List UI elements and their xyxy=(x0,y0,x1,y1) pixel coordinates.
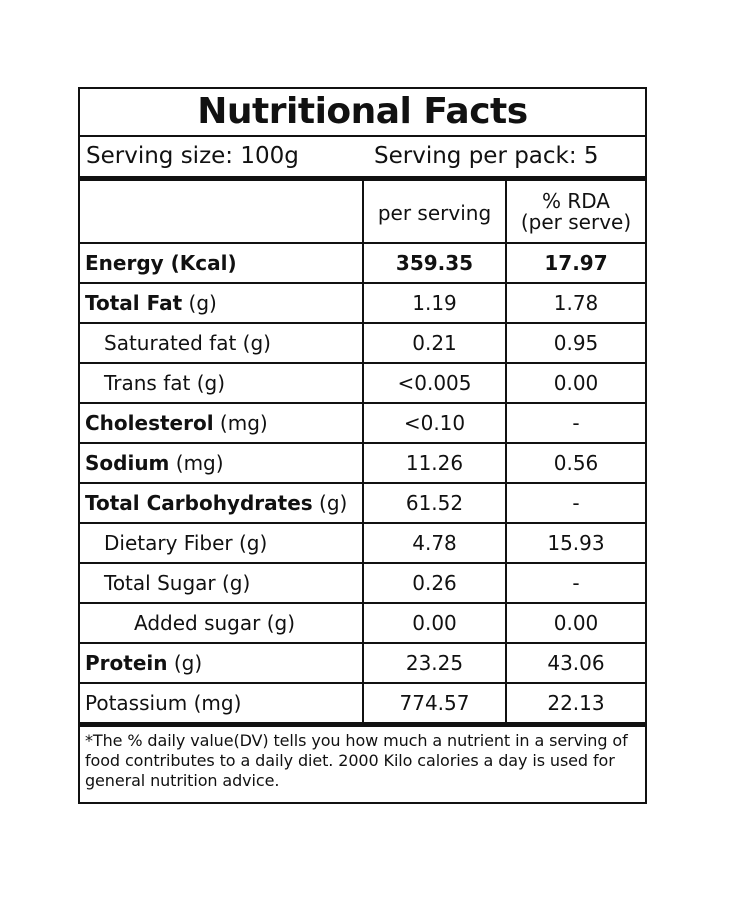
rda-value: 1.78 xyxy=(505,282,645,324)
rda-value: 22.13 xyxy=(505,682,645,727)
nutrient-name: Energy xyxy=(85,251,164,275)
nutrient-unit: (mg) xyxy=(213,411,268,435)
nutrient-unit: (g) xyxy=(182,291,217,315)
nutrient-name-cell: Energy (Kcal) xyxy=(80,242,364,284)
nutrient-name: Trans fat (g) xyxy=(104,371,226,395)
nutrient-name: Total Fat xyxy=(85,291,183,315)
rda-value: 0.95 xyxy=(505,322,645,364)
table-row: Cholesterol (mg) <0.10- xyxy=(80,402,645,444)
nutrient-name: Cholesterol xyxy=(85,411,214,435)
nutrient-name: Saturated fat (g) xyxy=(104,331,271,355)
table-row: Sodium (mg) 11.26 0.56 xyxy=(80,442,645,484)
table-row: Added sugar (g) 0.00 0.00 xyxy=(80,602,645,644)
table-row: Dietary Fiber (g) 4.78 15.93 xyxy=(80,522,645,564)
nutrient-name-cell: Dietary Fiber (g) xyxy=(80,522,364,564)
nutrient-name: Protein xyxy=(85,651,168,675)
panel-title: Nutritional Facts xyxy=(80,89,645,137)
header-rda-line2: (per serve) xyxy=(520,209,632,234)
nutrient-name-cell: Potassium (mg) xyxy=(80,682,364,727)
nutrient-name: Dietary Fiber (g) xyxy=(104,531,268,555)
nutrient-name-cell: Sodium (mg) xyxy=(80,442,364,484)
nutrient-unit: (mg) xyxy=(169,451,224,475)
per-serving-value: 0.21 xyxy=(362,322,507,364)
header-per-serving: per serving xyxy=(362,181,507,244)
rda-value: - xyxy=(505,402,645,444)
serving-per-pack: Serving per pack: 5 xyxy=(374,143,599,169)
header-blank-cell xyxy=(80,181,364,244)
table-header-row: per serving % RDA (per serve) xyxy=(80,181,645,244)
serving-size: Serving size: 100g xyxy=(86,143,299,169)
per-serving-value: 11.26 xyxy=(362,442,507,484)
nutrient-name: Potassium (mg) xyxy=(85,690,242,715)
rda-value: 0.00 xyxy=(505,602,645,644)
per-serving-value: 4.78 xyxy=(362,522,507,564)
per-serving-value: <0.005 xyxy=(362,362,507,404)
table-row: Saturated fat (g) 0.21 0.95 xyxy=(80,322,645,364)
nutrient-name: Sodium xyxy=(85,451,170,475)
per-serving-value: 61.52 xyxy=(362,482,507,524)
nutrient-name-cell: Total Sugar (g) xyxy=(80,562,364,604)
nutrient-unit: (g) xyxy=(312,491,348,515)
per-serving-value: 359.35 xyxy=(362,242,507,284)
nutrient-name-cell: Trans fat (g) xyxy=(80,362,364,404)
table-row: Total Sugar (g) 0.26- xyxy=(80,562,645,604)
footnote: *The % daily value(DV) tells you how muc… xyxy=(85,731,628,790)
table-row: Total Fat (g) 1.19 1.78 xyxy=(80,282,645,324)
per-serving-value: <0.10 xyxy=(362,402,507,444)
rda-value: 17.97 xyxy=(505,242,645,284)
nutrition-facts-panel: Nutritional Facts Serving size: 100g Ser… xyxy=(78,87,647,804)
header-rda: % RDA (per serve) xyxy=(505,181,645,244)
per-serving-value: 23.25 xyxy=(362,642,507,684)
nutrient-name: Added sugar (g) xyxy=(134,611,296,635)
nutrient-name-cell: Cholesterol (mg) xyxy=(80,402,364,444)
per-serving-value: 774.57 xyxy=(362,682,507,727)
rda-value: 15.93 xyxy=(505,522,645,564)
rda-value: 43.06 xyxy=(505,642,645,684)
table-row: Protein (g) 23.25 43.06 xyxy=(80,642,645,684)
nutrient-name-cell: Protein (g) xyxy=(80,642,364,684)
nutrient-name: Total Carbohydrates xyxy=(85,491,313,515)
per-serving-value: 0.00 xyxy=(362,602,507,644)
rda-value: - xyxy=(505,562,645,604)
nutrient-unit: (g) xyxy=(167,651,203,675)
rda-value: - xyxy=(505,482,645,524)
nutrient-name-cell: Added sugar (g) xyxy=(80,602,364,644)
nutrient-name-cell: Total Carbohydrates (g) xyxy=(80,482,364,524)
nutrient-name: Total Sugar (g) xyxy=(104,571,251,595)
table-row: Energy (Kcal) 359.35 17.97 xyxy=(80,242,645,284)
table-row: Total Carbohydrates (g) 61.52- xyxy=(80,482,645,524)
per-serving-value: 0.26 xyxy=(362,562,507,604)
table-row: Potassium (mg) 774.57 22.13 xyxy=(80,682,645,727)
rda-value: 0.00 xyxy=(505,362,645,404)
per-serving-value: 1.19 xyxy=(362,282,507,324)
nutrient-name-cell: Total Fat (g) xyxy=(80,282,364,324)
header-rda-line1: % RDA xyxy=(542,188,610,213)
table-row: Trans fat (g) <0.005 0.00 xyxy=(80,362,645,404)
rda-value: 0.56 xyxy=(505,442,645,484)
nutrient-unit: (Kcal) xyxy=(163,251,237,275)
nutrient-name-cell: Saturated fat (g) xyxy=(80,322,364,364)
nutrition-table: per serving % RDA (per serve) Energy (Kc… xyxy=(80,181,645,727)
serving-info-row: Serving size: 100g Serving per pack: 5 xyxy=(80,137,645,181)
